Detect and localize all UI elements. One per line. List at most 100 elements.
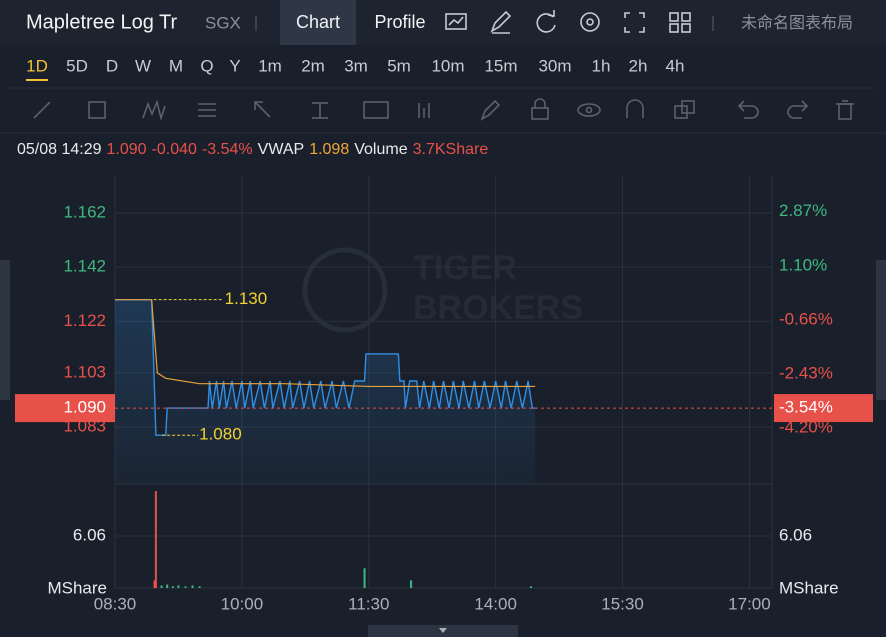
tool-fib[interactable] xyxy=(198,103,216,117)
volume-unit: MShare xyxy=(47,578,107,597)
tool-pen[interactable] xyxy=(480,99,501,121)
volume-bar xyxy=(171,586,174,588)
tool-line[interactable] xyxy=(33,101,51,119)
change-pct: -3.54% xyxy=(201,141,253,158)
icon-settings[interactable] xyxy=(580,12,600,32)
change: -0.040 xyxy=(151,141,197,158)
active-tab-bg xyxy=(280,0,356,45)
vwap-label: VWAP xyxy=(257,141,305,158)
volume-bar xyxy=(160,585,163,588)
volume-bar xyxy=(198,586,201,588)
y-tick-label: 1.162 xyxy=(63,202,106,221)
icon-draw[interactable] xyxy=(490,10,512,34)
tab[interactable]: Profile xyxy=(374,12,425,32)
tool-undo[interactable] xyxy=(737,100,759,119)
volume-bar xyxy=(154,491,157,588)
period[interactable]: 1m xyxy=(258,56,282,75)
tool-delete[interactable] xyxy=(836,100,854,120)
icon-refresh[interactable] xyxy=(536,10,556,33)
period[interactable]: 2h xyxy=(629,56,648,75)
volume-label: Volume xyxy=(354,141,408,158)
x-tick-label: 17:00 xyxy=(728,594,771,613)
price-area xyxy=(115,299,536,484)
exchange: SGX xyxy=(205,13,241,32)
datetime: 05/08 14:29 xyxy=(17,141,102,158)
price: 1.090 xyxy=(106,141,147,158)
volume-bar xyxy=(166,584,169,588)
y-tick-label: 1.142 xyxy=(63,257,106,276)
volume-bar xyxy=(177,585,180,588)
tool-text[interactable] xyxy=(363,101,389,119)
y2-tick-label: -4.20% xyxy=(779,418,833,437)
period[interactable]: 15m xyxy=(484,56,517,75)
last-pct-badge xyxy=(774,394,873,423)
x-tick-label: 10:00 xyxy=(221,594,264,613)
y-tick-label: 6.06 xyxy=(73,525,106,544)
watermark: TIGER xyxy=(413,249,517,287)
drawing-toolbar xyxy=(33,98,854,121)
period[interactable]: Q xyxy=(200,56,213,75)
period[interactable]: W xyxy=(135,56,151,75)
tool-arrow[interactable] xyxy=(254,101,271,118)
period[interactable]: 1h xyxy=(592,56,611,75)
period[interactable]: 4h xyxy=(666,56,685,75)
period[interactable]: D xyxy=(106,56,118,75)
period[interactable]: M xyxy=(169,56,183,75)
x-tick-label: 14:00 xyxy=(474,594,517,613)
layout-name[interactable]: 未命名图表布局 xyxy=(741,14,853,32)
left-drawer[interactable] xyxy=(0,260,10,400)
period[interactable]: Y xyxy=(229,56,240,75)
period[interactable]: 2m xyxy=(301,56,325,75)
tool-redo[interactable] xyxy=(787,100,809,119)
vwap-line xyxy=(115,299,536,388)
volume-bar xyxy=(153,580,156,588)
icon-layout[interactable] xyxy=(669,12,691,33)
last-price-label: 1.090 xyxy=(63,398,106,417)
volume-bar xyxy=(529,586,532,588)
tool-layers[interactable] xyxy=(674,100,695,119)
tool-chart[interactable] xyxy=(418,103,430,118)
icon-indicator[interactable] xyxy=(445,13,467,30)
volume: 3.7KShare xyxy=(412,141,489,158)
period[interactable]: 30m xyxy=(538,56,571,75)
period[interactable]: 10m xyxy=(431,56,464,75)
tool-magnet[interactable] xyxy=(626,99,644,118)
tool-pattern[interactable] xyxy=(142,99,166,121)
y2-tick-label: -2.43% xyxy=(779,364,833,383)
x-tick-label: 08:30 xyxy=(94,594,137,613)
period[interactable]: 1D xyxy=(26,56,48,75)
x-tick-label: 15:30 xyxy=(601,594,644,613)
tool-lock[interactable] xyxy=(531,98,549,120)
volume-bar xyxy=(363,568,366,588)
watermark: BROKERS xyxy=(413,289,583,327)
y-tick-label: 1.122 xyxy=(63,311,106,330)
volume-bar xyxy=(184,586,187,588)
period[interactable]: 5D xyxy=(66,56,88,75)
price-line xyxy=(115,298,536,436)
y2-tick-label: 2.87% xyxy=(779,201,827,220)
volume-bar xyxy=(191,585,194,588)
tool-eye[interactable] xyxy=(577,103,601,117)
tab[interactable]: Chart xyxy=(296,12,340,32)
last-price-badge xyxy=(15,394,115,423)
low-label: 1.080 xyxy=(199,425,242,444)
tool-measure[interactable] xyxy=(312,102,328,119)
tool-rect[interactable] xyxy=(88,101,106,119)
header-bar xyxy=(0,0,886,45)
y2-tick-label: 1.10% xyxy=(779,255,827,274)
period[interactable]: 3m xyxy=(344,56,368,75)
high-label: 1.130 xyxy=(225,289,268,308)
icon-fullscreen[interactable] xyxy=(624,12,645,33)
right-drawer[interactable] xyxy=(876,260,886,400)
volume-unit: MShare xyxy=(779,578,839,597)
y2-tick-label: -0.66% xyxy=(779,309,833,328)
period[interactable]: 5m xyxy=(387,56,411,75)
vwap: 1.098 xyxy=(309,141,350,158)
last-pct-label: -3.54% xyxy=(779,398,833,417)
x-tick-label: 11:30 xyxy=(348,594,389,613)
stock-name: Mapletree Log Tr xyxy=(26,11,178,33)
quote-info: 05/08 14:29 1.090 -0.040 -3.54% VWAP 1.098 Vol… xyxy=(17,141,493,159)
y-tick-label: 6.06 xyxy=(779,525,812,544)
